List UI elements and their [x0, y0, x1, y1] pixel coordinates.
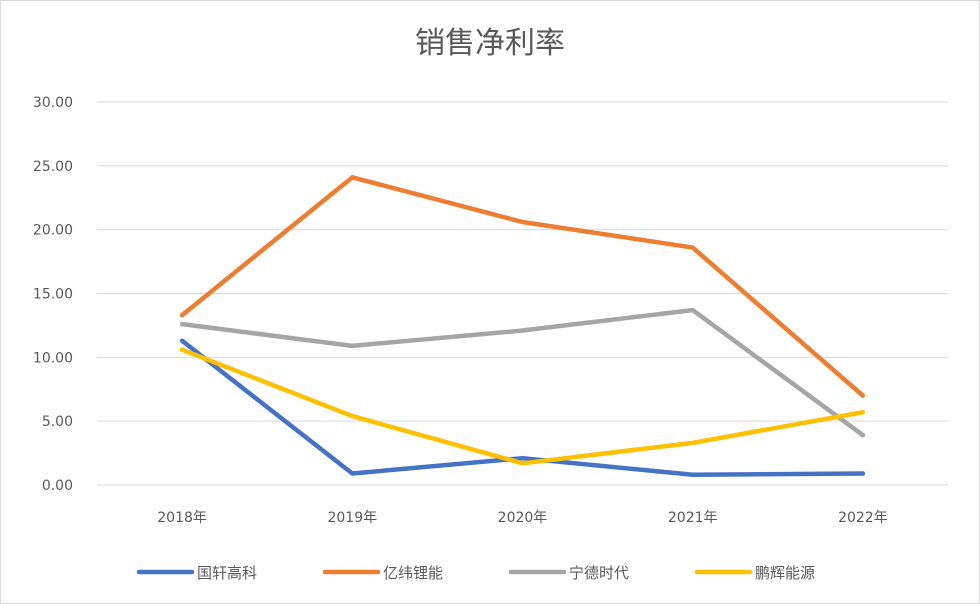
- gridlines: [97, 101, 948, 486]
- y-tick-label: 20.00: [33, 223, 73, 239]
- legend-label: 亿纬锂能: [383, 564, 443, 582]
- series-lines: [179, 175, 866, 478]
- legend-label: 宁德时代: [569, 564, 629, 582]
- y-axis-ticks: 0.00 5.00 10.00 15.00 20.00 25.00 30.00: [33, 95, 73, 494]
- x-tick-label: 2021年: [668, 510, 718, 526]
- chart-title: 销售净利率: [415, 26, 565, 61]
- series-line: [179, 307, 866, 438]
- y-tick-label: 0.00: [42, 478, 73, 494]
- y-tick-label: 25.00: [33, 159, 73, 175]
- series-line: [179, 347, 866, 466]
- x-tick-label: 2020年: [498, 510, 548, 526]
- x-axis-ticks: 2018年 2019年 2020年 2021年 2022年: [157, 510, 887, 526]
- y-tick-label: 5.00: [42, 414, 73, 430]
- y-tick-label: 15.00: [33, 287, 73, 303]
- legend-label: 国轩高科: [197, 564, 257, 582]
- legend-label: 鹏辉能源: [755, 564, 815, 582]
- x-tick-label: 2018年: [157, 510, 207, 526]
- y-tick-label: 30.00: [33, 95, 73, 111]
- y-tick-label: 10.00: [33, 350, 73, 366]
- x-tick-label: 2022年: [838, 510, 888, 526]
- legend: 国轩高科 亿纬锂能 宁德时代 鹏辉能源: [136, 564, 815, 582]
- series-line: [179, 175, 866, 398]
- series-line: [179, 338, 866, 478]
- x-tick-label: 2019年: [327, 510, 377, 526]
